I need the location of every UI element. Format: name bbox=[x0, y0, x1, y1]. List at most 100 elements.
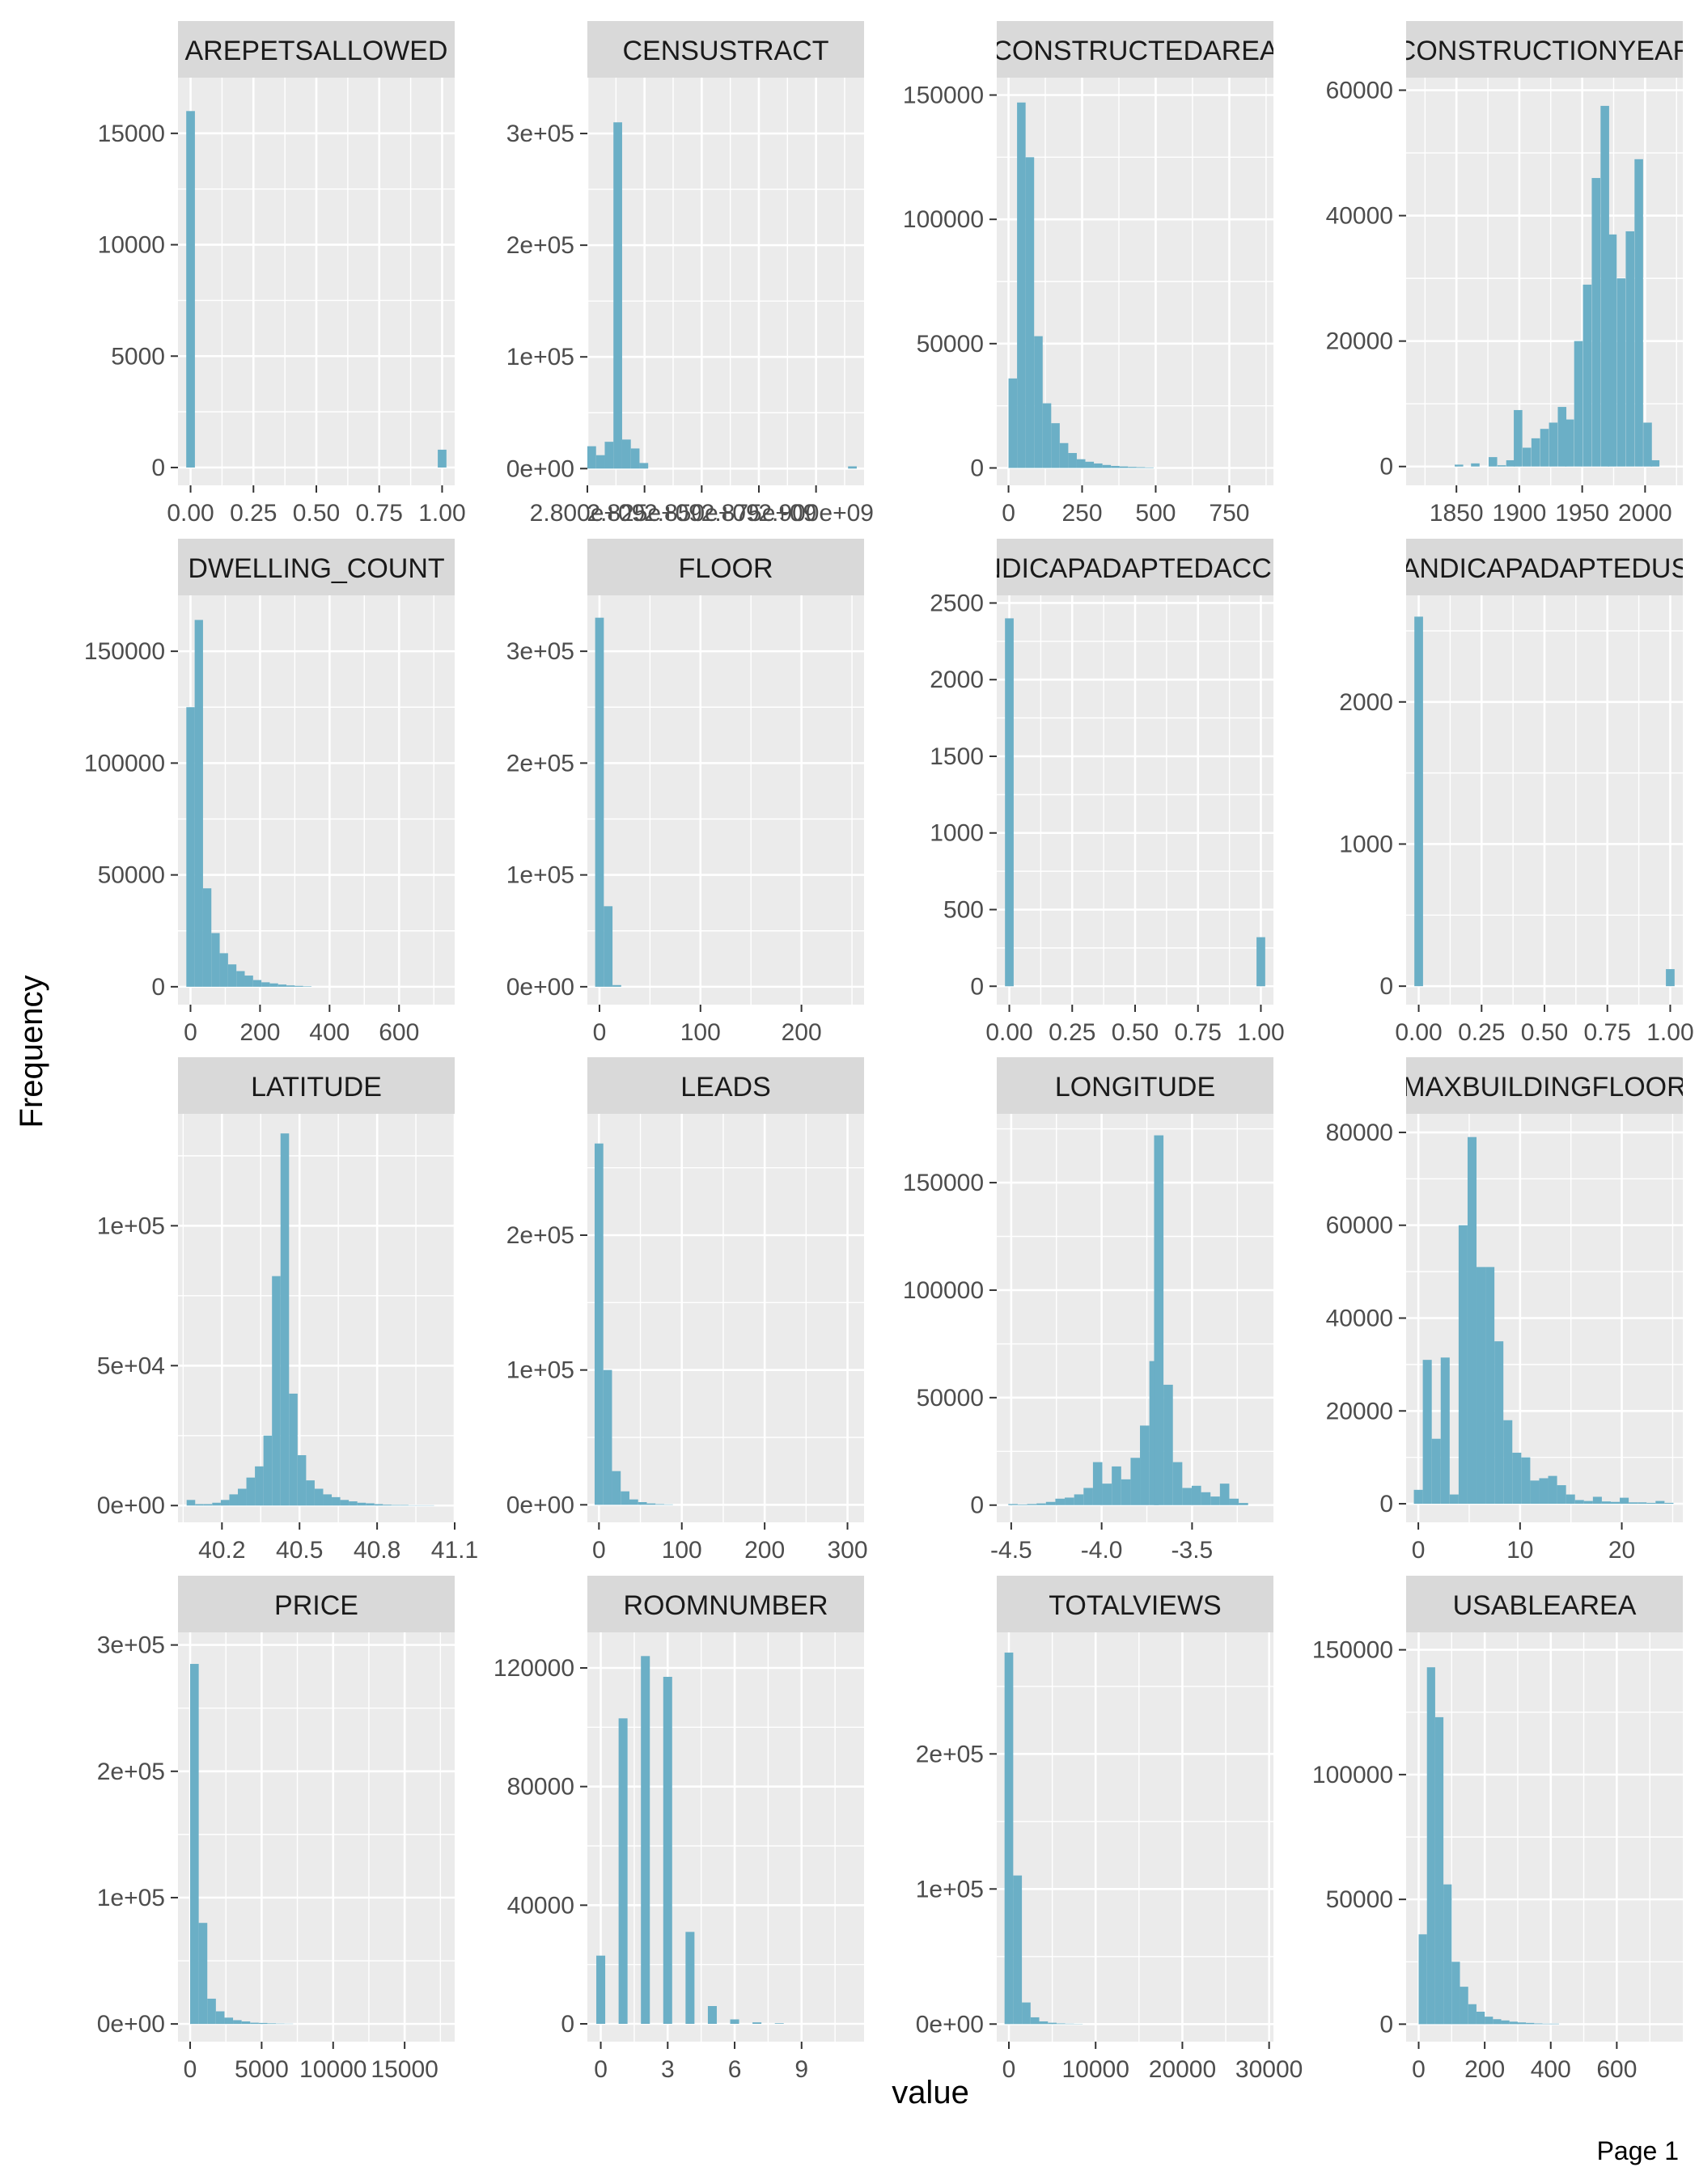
y-tick-label: 10000 bbox=[98, 232, 165, 259]
y-tick-label: 150000 bbox=[903, 83, 984, 109]
histogram-bar bbox=[280, 1133, 290, 1506]
histogram-bar bbox=[1036, 1503, 1046, 1505]
y-tick-label: 15000 bbox=[98, 121, 165, 147]
histogram-bar bbox=[1666, 969, 1675, 987]
y-tick-label: 0e+00 bbox=[506, 455, 574, 482]
histogram-bar bbox=[306, 1480, 315, 1506]
x-tick-label: 0.50 bbox=[293, 500, 340, 527]
histogram-bar bbox=[1664, 1502, 1674, 1505]
histogram-bar bbox=[211, 933, 220, 987]
histogram-bar bbox=[1172, 1462, 1183, 1505]
histogram-bar bbox=[1549, 422, 1558, 467]
histogram-bar bbox=[1485, 1267, 1495, 1505]
x-tick-label: 40.5 bbox=[276, 1537, 323, 1564]
facet-strip bbox=[587, 1057, 864, 1114]
x-tick-label: 20 bbox=[1608, 1537, 1635, 1564]
x-tick-label: 0.25 bbox=[1049, 1019, 1095, 1046]
y-tick-label: 50000 bbox=[1326, 1886, 1393, 1913]
y-tick-label: 5000 bbox=[111, 343, 165, 370]
histogram-bar bbox=[1610, 1501, 1621, 1505]
histogram-bar bbox=[1434, 1716, 1444, 2025]
histogram-bar bbox=[1025, 157, 1035, 468]
x-tick-label: 1.00 bbox=[418, 500, 465, 527]
histogram-bar bbox=[730, 2019, 739, 2024]
histogram-bar bbox=[272, 1276, 281, 1506]
y-tick-label: 3e+05 bbox=[506, 121, 574, 147]
panel-background bbox=[997, 1632, 1273, 2042]
facet-title: LEADS bbox=[680, 1072, 771, 1103]
histogram-bar bbox=[1140, 1425, 1150, 1505]
histogram-bar bbox=[366, 1503, 375, 1506]
facet-panel: CENSUSTRACT 2.800e+092.825e+092.850e+092.… bbox=[506, 21, 874, 527]
histogram-bar bbox=[194, 620, 203, 987]
x-tick-label: 1.00 bbox=[1237, 1019, 1284, 1046]
histogram-bar bbox=[237, 1488, 247, 1506]
histogram-bar bbox=[1111, 466, 1120, 468]
histogram-bar bbox=[1022, 2002, 1031, 2025]
x-tick-label: 10000 bbox=[1062, 2056, 1129, 2083]
histogram-bar bbox=[1620, 1497, 1629, 1505]
histogram-bar bbox=[1616, 278, 1626, 467]
y-tick-label: 60000 bbox=[1326, 1213, 1393, 1239]
facet-strip bbox=[587, 1576, 864, 1632]
x-tick-label: -4.0 bbox=[1081, 1537, 1123, 1564]
y-tick-label: 0 bbox=[151, 455, 165, 481]
histogram-bar bbox=[198, 1923, 208, 2025]
histogram-bar bbox=[195, 1504, 204, 1506]
histogram-bar bbox=[1497, 465, 1506, 467]
facet-title: FLOOR bbox=[678, 553, 773, 584]
histogram-bars bbox=[596, 1656, 784, 2024]
histogram-bar bbox=[1467, 1136, 1477, 1505]
histogram-bar bbox=[1431, 1438, 1441, 1505]
y-tick-label: 5e+04 bbox=[97, 1352, 165, 1379]
histogram-bars bbox=[1455, 105, 1660, 467]
x-tick-label: 0.75 bbox=[1175, 1019, 1222, 1046]
facet-title: LONGITUDE bbox=[1055, 1072, 1215, 1103]
facet-strip bbox=[997, 539, 1273, 595]
x-tick-label: 200 bbox=[744, 1537, 785, 1564]
histogram-bar bbox=[1601, 1501, 1611, 1505]
histogram-bar bbox=[646, 1503, 656, 1505]
x-tick-label: 1.00 bbox=[1646, 1019, 1693, 1046]
x-tick-label: 15000 bbox=[371, 2056, 438, 2083]
y-tick-label: 20000 bbox=[1326, 1398, 1393, 1424]
histogram-bar bbox=[1643, 422, 1652, 467]
histogram-bar bbox=[1591, 178, 1601, 467]
histogram-bar bbox=[1013, 1875, 1023, 2025]
x-tick-label: 6 bbox=[728, 2056, 742, 2083]
histogram-bar bbox=[261, 982, 270, 987]
y-tick-label: 20000 bbox=[1326, 328, 1393, 355]
histogram-bars bbox=[186, 1133, 434, 1506]
facet-title: USABLEAREA bbox=[1453, 1590, 1637, 1621]
panel-background bbox=[178, 1632, 455, 2042]
y-tick-label: 0 bbox=[1379, 454, 1393, 480]
histogram-bar bbox=[1522, 447, 1532, 467]
histogram-bar bbox=[1083, 1488, 1093, 1505]
histogram-bar bbox=[604, 906, 613, 987]
x-tick-label: 40.8 bbox=[354, 1537, 400, 1564]
histogram-bar bbox=[1051, 423, 1060, 468]
histogram-bar bbox=[314, 1488, 324, 1506]
y-tick-label: 1e+05 bbox=[97, 1213, 165, 1239]
histogram-bar bbox=[1048, 2022, 1057, 2025]
histogram-bar bbox=[1550, 2023, 1559, 2025]
histogram-bar bbox=[1514, 409, 1523, 467]
histogram-bar bbox=[596, 1955, 606, 2024]
histogram-bar bbox=[604, 442, 614, 469]
panel-background bbox=[178, 1114, 455, 1522]
y-tick-label: 0e+00 bbox=[506, 1492, 574, 1518]
y-tick-label: 40000 bbox=[507, 1892, 574, 1919]
histogram-bar bbox=[621, 1491, 629, 1505]
facet-strip bbox=[997, 1576, 1273, 1632]
panel-background bbox=[178, 595, 455, 1005]
y-tick-label: 2e+05 bbox=[506, 750, 574, 777]
histogram-bar bbox=[332, 1496, 341, 1506]
histogram-bar bbox=[1229, 1498, 1239, 1505]
histogram-bar bbox=[1542, 2023, 1551, 2025]
histogram-bar bbox=[1517, 2022, 1527, 2025]
histogram-bar bbox=[595, 617, 604, 987]
y-tick-label: 150000 bbox=[903, 1170, 984, 1196]
x-tick-label: 200 bbox=[239, 1019, 280, 1046]
